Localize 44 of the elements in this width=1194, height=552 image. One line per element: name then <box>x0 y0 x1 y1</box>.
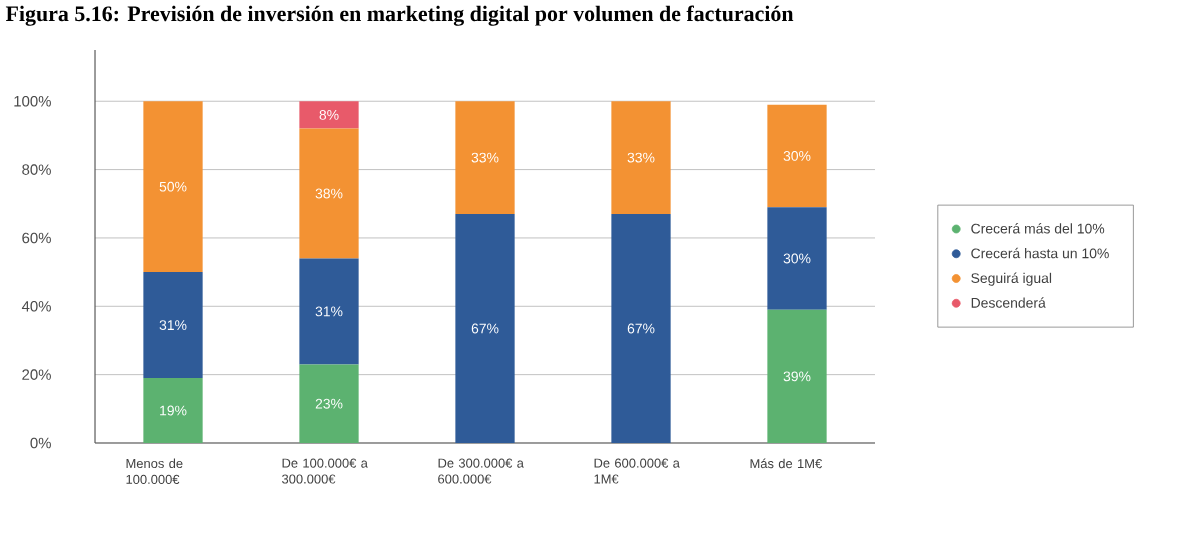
data-label: 33% <box>627 152 655 163</box>
bar <box>143 378 203 443</box>
bar <box>143 101 203 273</box>
legend-label: Seguirá igual <box>971 272 1052 286</box>
y-tick-label: 100% <box>14 95 51 107</box>
y-tick-label: 60% <box>22 232 51 244</box>
data-label: 31% <box>159 320 187 331</box>
legend-label: Descenderá <box>971 297 1046 308</box>
bar <box>767 207 827 310</box>
y-tick-label: 20% <box>22 369 51 380</box>
data-label: 39% <box>783 371 811 382</box>
data-label: 30% <box>783 150 811 161</box>
bar <box>455 214 515 443</box>
bar <box>455 101 515 215</box>
bar <box>767 104 827 208</box>
data-label: 67% <box>627 323 655 334</box>
data-label: 19% <box>160 405 187 416</box>
x-tick-label: De 300.000€ a 600.000€ <box>438 458 524 484</box>
legend-label: Crecerá hasta un 10% <box>971 247 1109 259</box>
x-tick-label: De 100.000€ a 300.000€ <box>282 458 368 484</box>
data-label: 8% <box>319 109 339 120</box>
data-label: 23% <box>315 398 343 409</box>
data-label: 33% <box>471 152 499 163</box>
x-tick-label: Menos de 100.000€ <box>126 458 183 484</box>
data-label: 31% <box>315 306 343 317</box>
bar <box>299 128 359 259</box>
bar <box>299 364 359 443</box>
bar <box>767 309 827 443</box>
bar <box>299 101 359 129</box>
y-tick-label: 0% <box>30 437 51 449</box>
x-tick-label: De 600.000€ a 1M€ <box>594 458 680 484</box>
y-tick-label: 40% <box>21 301 51 312</box>
data-label: 67% <box>471 323 499 334</box>
bar <box>299 258 359 365</box>
bar <box>611 214 671 443</box>
x-tick-label: Más de 1M€ <box>750 458 823 469</box>
data-label: 38% <box>315 188 343 199</box>
bar <box>611 101 671 215</box>
y-tick-label: 80% <box>22 164 51 175</box>
data-label: 50% <box>159 181 187 192</box>
chart-title: Figura 5.16: Previsión de inversión en marketing digital por volumen de facturación <box>5 5 794 26</box>
bar <box>143 272 203 379</box>
data-label: 30% <box>783 253 811 264</box>
legend-label: Crecerá más del 10% <box>971 223 1105 234</box>
